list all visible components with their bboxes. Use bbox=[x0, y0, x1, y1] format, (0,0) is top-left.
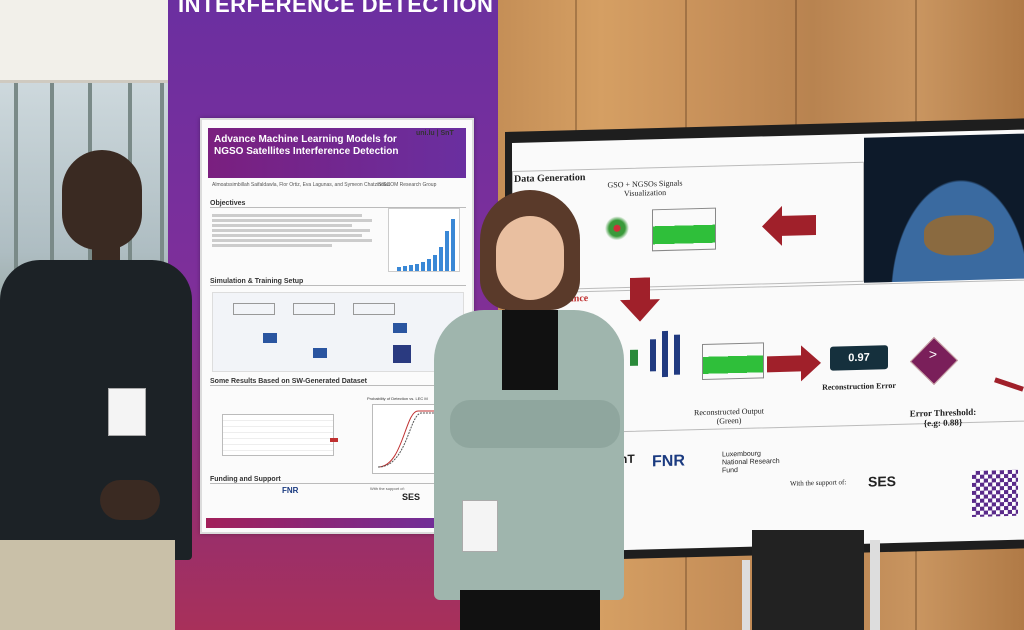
ceiling bbox=[0, 0, 170, 83]
poster-sponsor-ses: SES bbox=[402, 492, 421, 502]
poster-support-text: With the support of: bbox=[370, 486, 405, 491]
section-simulation: Simulation & Training Setup bbox=[210, 278, 466, 286]
poster-authors: Almoatssimbillah Saifaldawla, Flor Ortiz… bbox=[212, 182, 391, 188]
section-results: Some Results Based on SW-Generated Datas… bbox=[210, 378, 466, 386]
reconstruction-value: 0.97 bbox=[830, 345, 888, 371]
poster-title: Advance Machine Learning Models for NGSO… bbox=[214, 134, 399, 157]
qr-code bbox=[972, 469, 1018, 517]
person-right-badge bbox=[462, 500, 498, 552]
monitor-base bbox=[752, 530, 864, 630]
objectives-chart bbox=[388, 208, 460, 272]
results-table bbox=[222, 414, 334, 456]
layer-bar-3 bbox=[674, 334, 680, 375]
monitor-fnr-logo: FNR bbox=[652, 452, 685, 471]
reconstructed-output-label: Reconstructed Output (Green) bbox=[694, 406, 764, 426]
monitor-fnr-full: Luxembourg National Research Fund bbox=[722, 450, 780, 475]
results-plot-label: Probability of Detection vs. LEC M bbox=[367, 396, 428, 401]
banner-title: INTERFERENCE DETECTION bbox=[178, 0, 494, 17]
results-arrow bbox=[330, 438, 338, 442]
monitor-ses-logo: SES bbox=[868, 472, 897, 490]
research-poster: Advance Machine Learning Models for NGSO… bbox=[200, 118, 474, 534]
objectives-text bbox=[212, 212, 372, 249]
reconstruction-label: Reconstruction Error bbox=[822, 380, 896, 392]
red-arrow-down bbox=[620, 277, 660, 322]
poster-sponsor-fnr: FNR bbox=[282, 486, 299, 495]
person-left bbox=[0, 150, 195, 630]
person-left-badge bbox=[108, 388, 146, 436]
layer-bar-1 bbox=[650, 339, 656, 372]
poster-header bbox=[208, 128, 466, 178]
reconstructed-plot bbox=[702, 342, 764, 381]
poster-group: SIGCOM Research Group bbox=[378, 182, 437, 188]
monitor-stand-left bbox=[742, 560, 750, 630]
monitor-stand-right bbox=[870, 540, 880, 630]
section-objectives: Objectives bbox=[210, 200, 466, 208]
red-arrow-left bbox=[762, 205, 816, 246]
section-funding: Funding and Support bbox=[210, 476, 466, 484]
model-input bbox=[630, 349, 638, 366]
earth-image bbox=[864, 133, 1024, 283]
spectrum-plot bbox=[652, 207, 716, 252]
poster-footer-bar bbox=[206, 518, 468, 528]
threshold-label: Error Threshold: {e.g: 0.88} bbox=[909, 406, 977, 429]
monitor-support-text: With the support of: bbox=[790, 478, 847, 488]
person-right bbox=[430, 190, 630, 630]
monitor-screen: Data Generation GSO + NGSOs Signals Visu… bbox=[512, 129, 1024, 553]
layer-bar-2 bbox=[662, 330, 668, 378]
poster-logos: uni.lu | SnT bbox=[416, 130, 454, 137]
decision-symbol: > bbox=[928, 345, 938, 363]
red-arrow-right bbox=[767, 345, 821, 382]
simulation-diagram bbox=[212, 292, 464, 372]
data-generation-label: Data Generation bbox=[514, 172, 586, 185]
